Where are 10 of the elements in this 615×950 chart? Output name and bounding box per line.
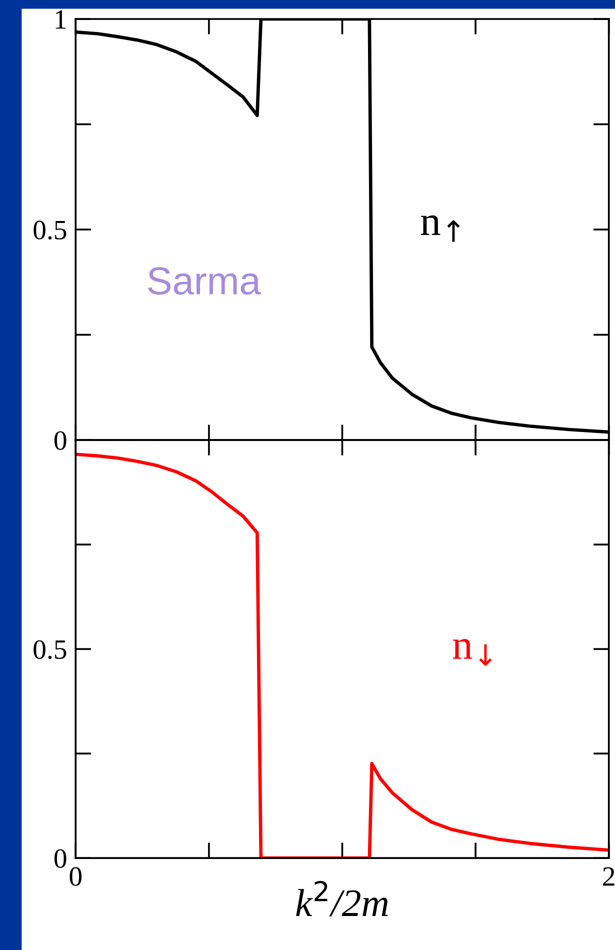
y-tick-label: 0 [54,431,66,450]
y-tick-label: 0.5 [34,640,66,660]
y-tick-label: 0.5 [34,220,66,240]
annotation: Sarma [148,267,261,295]
series-label: n$_{↑}$ [420,215,460,242]
y-tick-label: 1 [56,10,66,29]
x-axis-title: k$^{2}$/2m [296,880,388,916]
y-tick-label: 0 [54,849,66,868]
text: n$_{↓}$ [452,639,492,666]
x-tick-label: 2 [603,867,614,886]
